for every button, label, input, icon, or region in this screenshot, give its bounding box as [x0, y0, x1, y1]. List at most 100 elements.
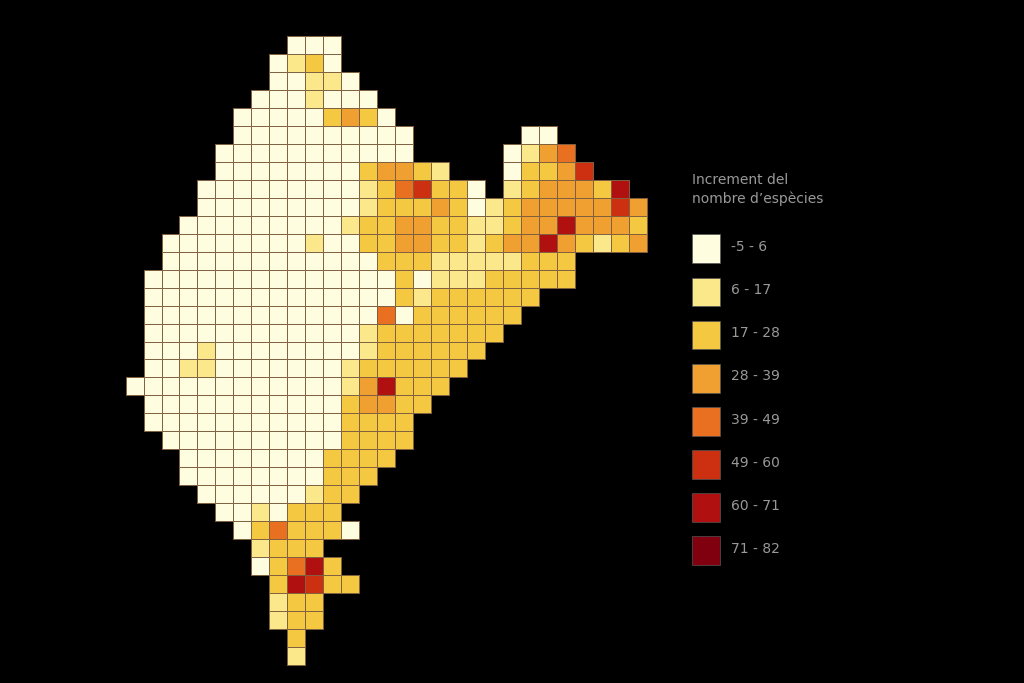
- Bar: [692, 493, 721, 522]
- Bar: [450, 342, 467, 359]
- Bar: [377, 432, 395, 449]
- Bar: [359, 180, 377, 197]
- Bar: [305, 180, 324, 197]
- Bar: [377, 197, 395, 216]
- Bar: [251, 378, 269, 395]
- Bar: [359, 126, 377, 144]
- Bar: [692, 320, 721, 350]
- Bar: [288, 557, 305, 575]
- Bar: [251, 180, 269, 197]
- Bar: [593, 180, 611, 197]
- Bar: [359, 305, 377, 324]
- Bar: [431, 324, 450, 342]
- Bar: [179, 324, 198, 342]
- Bar: [557, 197, 574, 216]
- Bar: [574, 180, 593, 197]
- Bar: [395, 216, 413, 234]
- Bar: [233, 234, 251, 251]
- Bar: [233, 126, 251, 144]
- Bar: [251, 432, 269, 449]
- Bar: [377, 378, 395, 395]
- Bar: [251, 503, 269, 521]
- Bar: [521, 288, 539, 305]
- Bar: [179, 305, 198, 324]
- Bar: [198, 216, 215, 234]
- Bar: [485, 288, 503, 305]
- Bar: [305, 126, 324, 144]
- Bar: [467, 305, 485, 324]
- Bar: [269, 557, 288, 575]
- Bar: [413, 342, 431, 359]
- Bar: [288, 251, 305, 270]
- Text: 17 - 28: 17 - 28: [731, 326, 780, 340]
- Bar: [377, 270, 395, 288]
- Bar: [485, 197, 503, 216]
- Bar: [251, 270, 269, 288]
- Bar: [450, 180, 467, 197]
- Bar: [324, 216, 341, 234]
- Text: 71 - 82: 71 - 82: [731, 542, 780, 556]
- Bar: [179, 378, 198, 395]
- Bar: [269, 449, 288, 467]
- Bar: [450, 270, 467, 288]
- Bar: [485, 234, 503, 251]
- Bar: [539, 126, 557, 144]
- Bar: [413, 216, 431, 234]
- Bar: [431, 342, 450, 359]
- Bar: [269, 575, 288, 593]
- Bar: [593, 234, 611, 251]
- Bar: [305, 539, 324, 557]
- Bar: [395, 144, 413, 162]
- Text: 6 - 17: 6 - 17: [731, 283, 771, 297]
- Bar: [629, 216, 647, 234]
- Bar: [288, 54, 305, 72]
- Bar: [305, 575, 324, 593]
- Bar: [324, 234, 341, 251]
- Text: 60 - 71: 60 - 71: [731, 499, 780, 513]
- Bar: [215, 378, 233, 395]
- Bar: [377, 305, 395, 324]
- Bar: [692, 277, 721, 306]
- Bar: [251, 486, 269, 503]
- Bar: [288, 593, 305, 611]
- Bar: [251, 90, 269, 108]
- Bar: [215, 324, 233, 342]
- Bar: [215, 467, 233, 486]
- Bar: [395, 288, 413, 305]
- Bar: [377, 288, 395, 305]
- Bar: [395, 126, 413, 144]
- Bar: [251, 521, 269, 539]
- Bar: [539, 216, 557, 234]
- Bar: [288, 90, 305, 108]
- Bar: [215, 144, 233, 162]
- Bar: [324, 90, 341, 108]
- Bar: [305, 557, 324, 575]
- Bar: [359, 359, 377, 378]
- Bar: [359, 378, 377, 395]
- Bar: [485, 216, 503, 234]
- Bar: [288, 378, 305, 395]
- Bar: [341, 180, 359, 197]
- Bar: [692, 536, 721, 565]
- Bar: [359, 108, 377, 126]
- Bar: [377, 234, 395, 251]
- Bar: [324, 378, 341, 395]
- Bar: [269, 539, 288, 557]
- Bar: [324, 305, 341, 324]
- Bar: [395, 378, 413, 395]
- Bar: [162, 359, 179, 378]
- Bar: [359, 413, 377, 432]
- Bar: [324, 162, 341, 180]
- Bar: [215, 197, 233, 216]
- Bar: [288, 575, 305, 593]
- Bar: [467, 216, 485, 234]
- Bar: [324, 36, 341, 54]
- Bar: [215, 216, 233, 234]
- Bar: [198, 251, 215, 270]
- Bar: [251, 144, 269, 162]
- Bar: [431, 162, 450, 180]
- Bar: [162, 305, 179, 324]
- Bar: [431, 197, 450, 216]
- Bar: [233, 449, 251, 467]
- Bar: [251, 557, 269, 575]
